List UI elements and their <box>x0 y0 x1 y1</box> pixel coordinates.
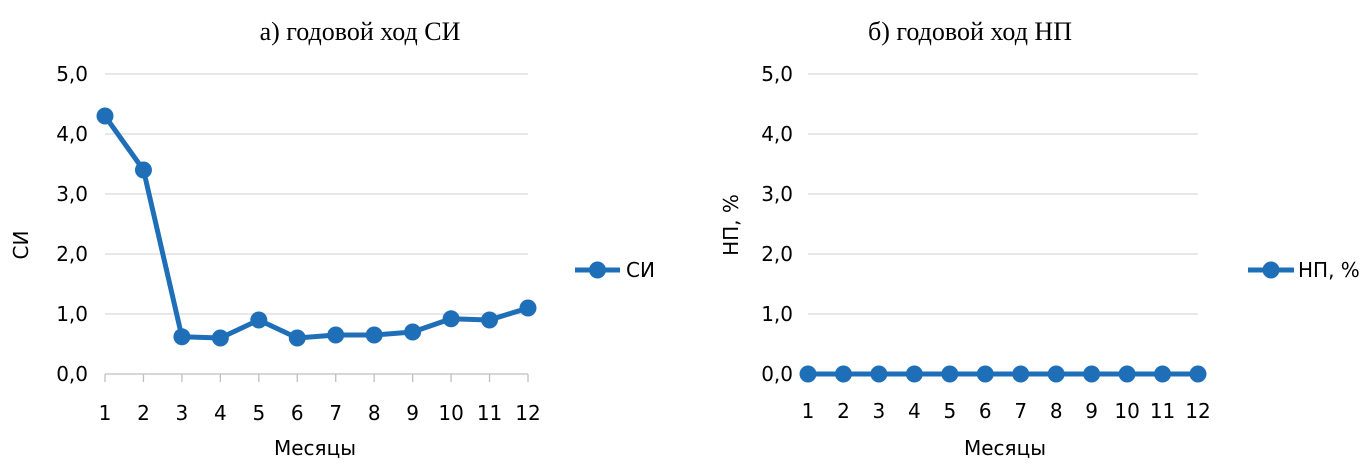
data-point-1-0-9 <box>1118 365 1136 383</box>
x-tick-label-0-11: 12 <box>515 401 540 425</box>
x-tick-label-0-8: 9 <box>406 401 419 425</box>
data-point-0-0-0 <box>96 107 114 125</box>
x-tick-label-1-11: 12 <box>1185 399 1210 423</box>
data-point-1-0-1 <box>834 365 852 383</box>
y-tick-label-1-3: 3,0 <box>761 182 793 206</box>
x-tick-label-1-5: 6 <box>979 399 992 423</box>
x-tick-label-1-1: 2 <box>837 399 850 423</box>
y-tick-label-1-1: 1,0 <box>761 302 793 326</box>
data-point-1-0-6 <box>1012 365 1030 383</box>
legend-label-1-0: НП, % <box>1298 258 1360 282</box>
series-line-0-0 <box>102 113 531 341</box>
data-point-1-0-5 <box>976 365 994 383</box>
y-tick-label-0-2: 2,0 <box>56 242 88 266</box>
x-tick-label-0-4: 5 <box>252 401 265 425</box>
x-tick-label-0-9: 10 <box>438 401 463 425</box>
x-axis-label-0: Месяцы <box>274 436 356 460</box>
y-tick-label-0-5: 5,0 <box>56 62 88 86</box>
data-point-1-0-0 <box>799 365 817 383</box>
data-point-1-0-3 <box>905 365 923 383</box>
data-point-0-0-4 <box>250 311 268 329</box>
data-point-1-0-7 <box>1047 365 1065 383</box>
x-tick-label-1-4: 5 <box>943 399 956 423</box>
x-tick-label-0-7: 8 <box>368 401 381 425</box>
data-point-0-0-7 <box>365 326 383 344</box>
y-tick-label-0-1: 1,0 <box>56 302 88 326</box>
data-point-1-0-2 <box>870 365 888 383</box>
x-tick-label-1-10: 11 <box>1150 399 1175 423</box>
x-tick-label-0-2: 3 <box>176 401 189 425</box>
x-tick-label-0-1: 2 <box>137 401 150 425</box>
legend-label-0-0: СИ <box>626 258 655 282</box>
x-tick-label-1-2: 3 <box>873 399 886 423</box>
data-point-0-0-6 <box>327 326 345 344</box>
x-tick-label-1-9: 10 <box>1114 399 1139 423</box>
x-tick-label-1-7: 8 <box>1050 399 1063 423</box>
data-point-1-0-4 <box>941 365 959 383</box>
data-point-0-0-3 <box>211 329 229 347</box>
x-axis-label-1: Месяцы <box>964 436 1046 460</box>
legend-marker-1-0 <box>1262 261 1280 279</box>
x-tick-label-1-3: 4 <box>908 399 921 423</box>
y-tick-label-1-0: 0,0 <box>761 362 793 386</box>
y-axis-label-1: НП, % <box>719 194 743 256</box>
data-point-0-0-10 <box>481 311 499 329</box>
y-tick-label-1-5: 5,0 <box>761 62 793 86</box>
y-axis-label-0: СИ <box>9 231 33 260</box>
x-tick-label-0-10: 11 <box>477 401 502 425</box>
data-point-1-0-11 <box>1189 365 1207 383</box>
y-tick-label-1-2: 2,0 <box>761 242 793 266</box>
y-tick-label-1-4: 4,0 <box>761 122 793 146</box>
chart-title-1: б) годовой ход НП <box>868 17 1072 46</box>
data-point-0-0-2 <box>173 328 191 346</box>
data-point-0-0-1 <box>134 161 152 179</box>
data-point-1-0-8 <box>1083 365 1101 383</box>
y-tick-label-0-4: 4,0 <box>56 122 88 146</box>
data-point-0-0-8 <box>404 323 422 341</box>
x-tick-label-0-0: 1 <box>99 401 112 425</box>
data-point-0-0-5 <box>288 329 306 347</box>
x-tick-label-0-5: 6 <box>291 401 304 425</box>
x-tick-label-1-8: 9 <box>1085 399 1098 423</box>
x-tick-label-0-3: 4 <box>214 401 227 425</box>
x-tick-label-0-6: 7 <box>329 401 342 425</box>
x-tick-label-1-0: 1 <box>802 399 815 423</box>
chart-title-0: а) годовой ход СИ <box>260 17 461 46</box>
y-tick-label-0-0: 0,0 <box>56 362 88 386</box>
data-point-0-0-9 <box>442 310 460 328</box>
y-tick-label-0-3: 3,0 <box>56 182 88 206</box>
x-tick-label-1-6: 7 <box>1014 399 1027 423</box>
legend-marker-0-0 <box>589 261 606 279</box>
data-point-1-0-10 <box>1154 365 1172 383</box>
data-point-0-0-11 <box>519 299 537 317</box>
